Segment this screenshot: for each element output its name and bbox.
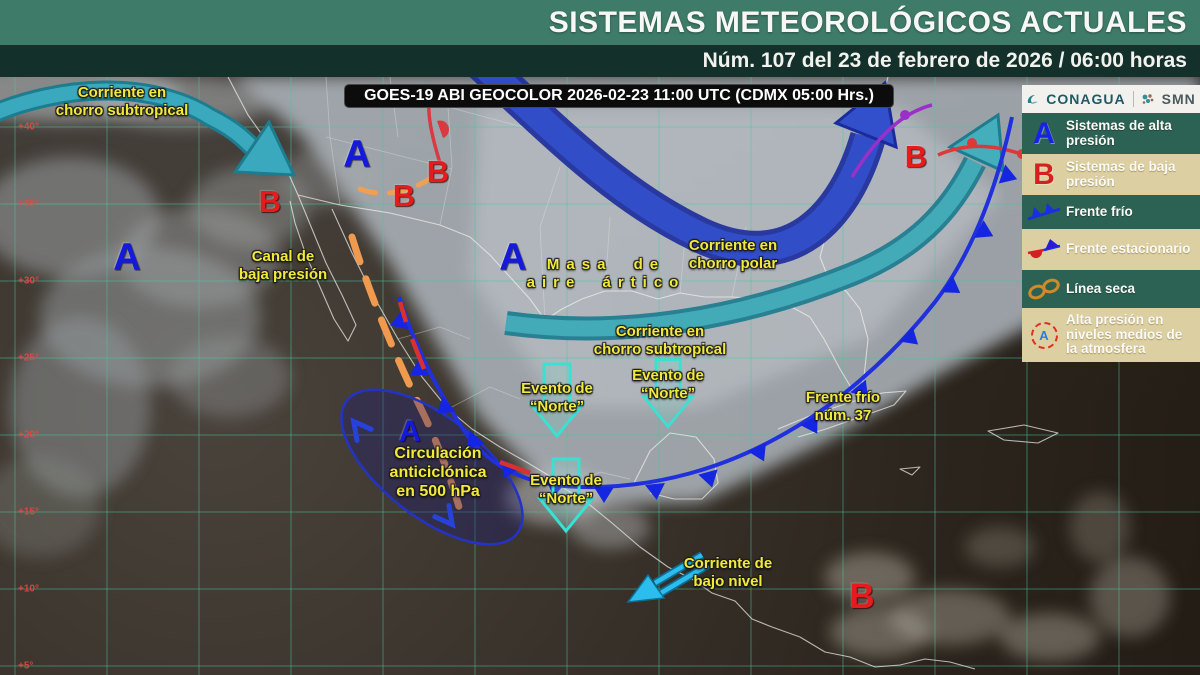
- smn-logo-icon: [1142, 93, 1154, 104]
- high-pressure-letter: A: [343, 133, 371, 176]
- subtitle-bar: Núm. 107 del 23 de febrero de 2026 / 06:…: [0, 45, 1200, 77]
- legend-panel: CONAGUA SMN A Sistemas de alta presión B…: [1022, 85, 1200, 362]
- low-pressure-letter: B: [1033, 157, 1055, 191]
- dry-line-icon: [1028, 278, 1060, 300]
- label-polar-jet: Corriente en chorro polar: [688, 237, 778, 272]
- latitude-label: +5°: [18, 660, 34, 672]
- page-title: SISTEMAS METEOROLÓGICOS ACTUALES: [548, 5, 1187, 39]
- legend-row-baja-presion: B Sistemas de baja presión: [1022, 154, 1200, 195]
- smn-wordmark: SMN: [1161, 91, 1196, 107]
- logo-divider: [1132, 91, 1134, 107]
- low-pressure-letter: B: [849, 577, 875, 616]
- satellite-caption: GOES-19 ABI GEOCOLOR 2026-02-23 11:00 UT…: [344, 84, 894, 108]
- high-pressure-letter: A: [113, 236, 141, 279]
- conagua-wordmark: CONAGUA: [1046, 91, 1126, 107]
- label-cold-front-number: Frente frío núm. 37: [805, 389, 881, 424]
- high-pressure-letter: A: [499, 236, 527, 279]
- mid-level-high-icon: A: [1030, 321, 1058, 349]
- label-norte-event: Evento de “Norte”: [530, 472, 602, 507]
- latitude-label: +10°: [18, 583, 39, 595]
- legend-row-alta-presion-media: A Alta presión en niveles medios de la a…: [1022, 308, 1200, 362]
- bulletin-number: Núm. 107 del 23 de febrero de 2026 / 06:…: [702, 49, 1187, 72]
- legend-row-linea-seca: Línea seca: [1022, 270, 1200, 308]
- cloud-imagery: [0, 77, 1200, 661]
- latitude-label: +30°: [18, 275, 39, 287]
- high-pressure-letter: A: [399, 415, 421, 448]
- label-anticyclonic-circulation: Circulación anticiclónica en 500 hPa: [389, 445, 487, 500]
- latitude-label: +25°: [18, 352, 39, 364]
- conagua-logo-icon: [1028, 94, 1039, 104]
- stationary-front-icon: [1027, 238, 1061, 258]
- subtropical-jet-gulf-arrow: [504, 112, 1005, 341]
- rotation-chevron-icon: [350, 417, 374, 443]
- cold-front-icon: [1027, 203, 1061, 221]
- label-subtropical-jet-gulf: Corriente en chorro subtropical: [593, 323, 727, 358]
- high-pressure-letter: A: [1033, 116, 1055, 150]
- label-low-pressure-trough: Canal de baja presión: [238, 248, 328, 283]
- satellite-clouds-and-features: [0, 77, 1200, 675]
- latitude-label: +40°: [18, 121, 39, 133]
- graticule: [0, 77, 1200, 675]
- satellite-map: GOES-19 ABI GEOCOLOR 2026-02-23 11:00 UT…: [0, 77, 1200, 675]
- latitude-label: +20°: [18, 429, 39, 441]
- label-low-level-current: Corriente de bajo nivel: [683, 555, 773, 590]
- latitude-label: +15°: [18, 506, 39, 518]
- label-arctic-air-mass: Masa de aire ártico: [526, 256, 686, 291]
- low-pressure-letter: B: [392, 178, 416, 213]
- low-pressure-letter: B: [258, 184, 282, 219]
- label-norte-event: Evento de “Norte”: [632, 367, 704, 402]
- legend-logos: CONAGUA SMN: [1022, 85, 1200, 113]
- legend-row-frente-frio: Frente frío: [1022, 195, 1200, 229]
- low-pressure-letter: B: [904, 139, 928, 174]
- rotation-chevron-icon: [432, 503, 456, 529]
- label-subtropical-jet-nw: Corriente en chorro subtropical: [55, 84, 189, 119]
- legend-row-alta-presion: A Sistemas de alta presión: [1022, 113, 1200, 154]
- low-pressure-letter: B: [426, 154, 450, 189]
- label-norte-event: Evento de “Norte”: [521, 380, 593, 415]
- latitude-label: +35°: [18, 198, 39, 210]
- title-bar: SISTEMAS METEOROLÓGICOS ACTUALES: [0, 0, 1200, 45]
- legend-row-frente-estacionario: Frente estacionario: [1022, 229, 1200, 270]
